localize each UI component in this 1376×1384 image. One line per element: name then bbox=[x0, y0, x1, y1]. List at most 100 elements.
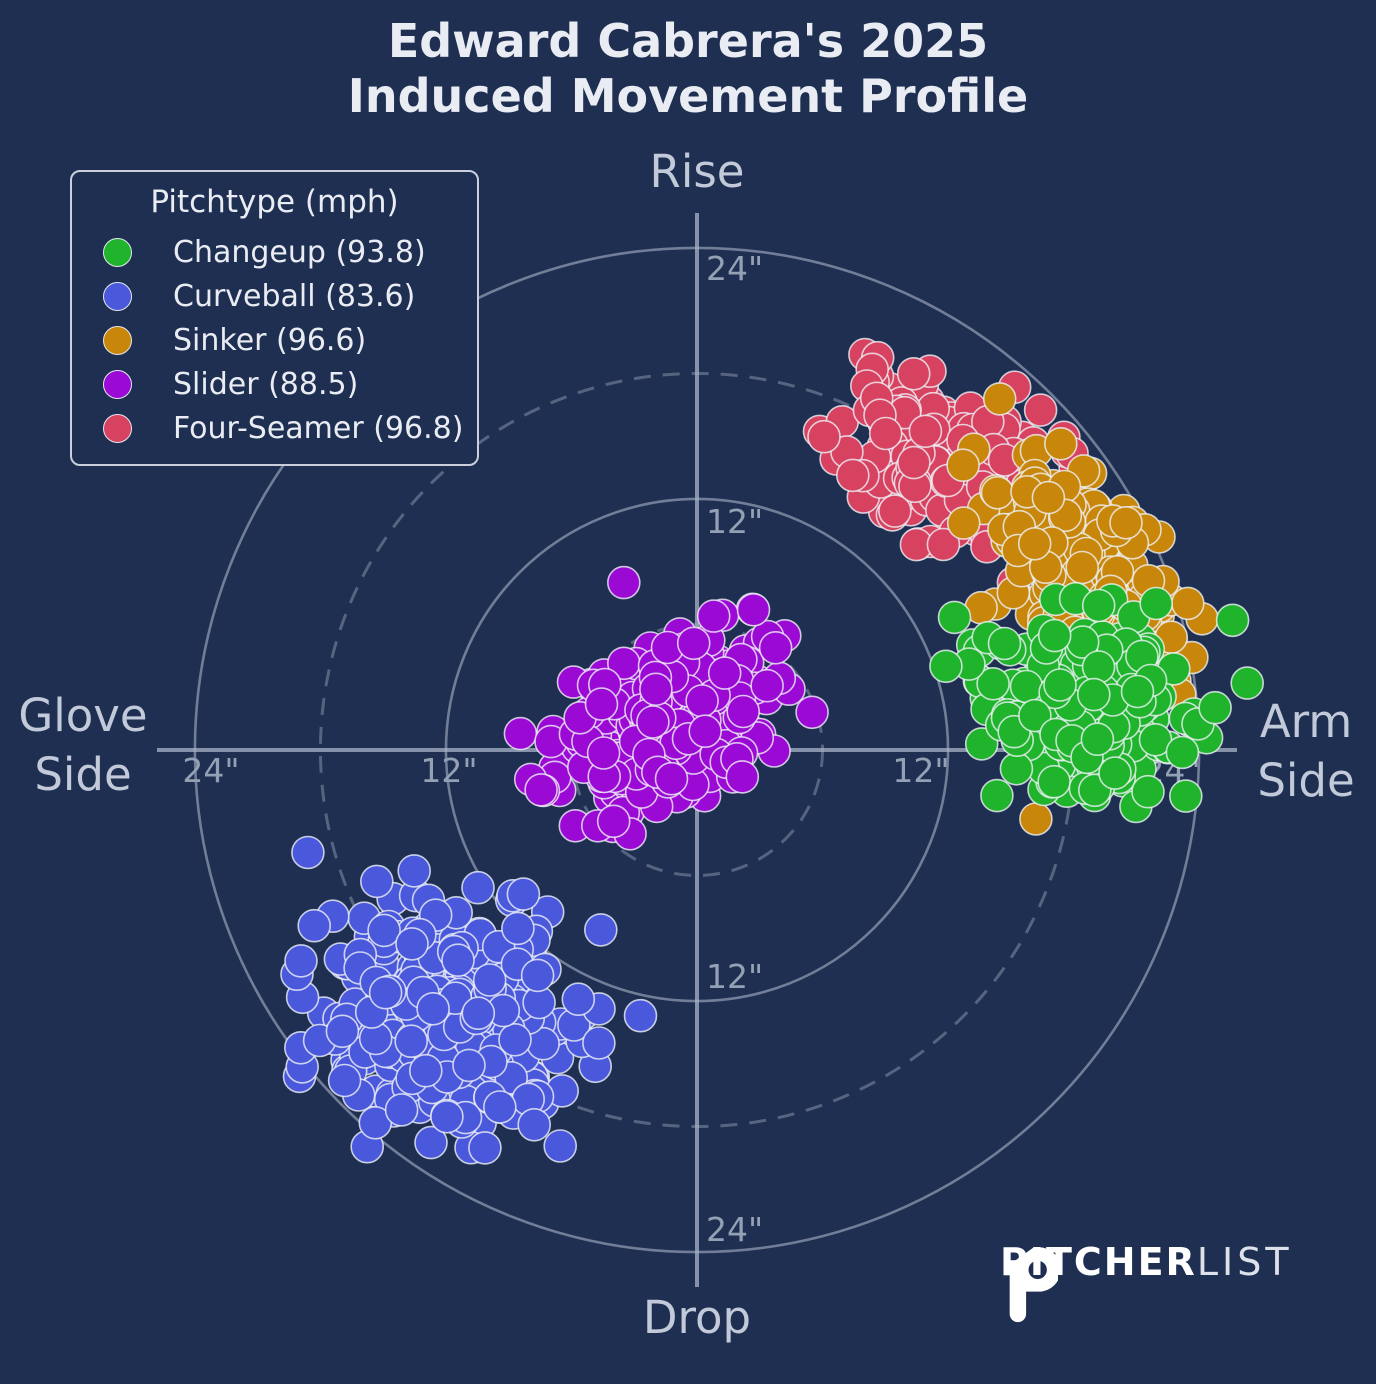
scatter-point bbox=[583, 913, 618, 947]
ring-label-top-12: 12" bbox=[706, 502, 763, 541]
scatter-point bbox=[896, 356, 931, 391]
scatter-point bbox=[696, 599, 731, 633]
scatter-point bbox=[606, 565, 641, 600]
scatter-point bbox=[327, 1063, 362, 1098]
scatter-point bbox=[937, 600, 972, 635]
ring-label-bottom-12: 12" bbox=[706, 957, 763, 996]
scatter-point bbox=[501, 911, 535, 946]
legend-swatch-icon bbox=[103, 281, 132, 311]
scatter-point bbox=[1215, 603, 1250, 638]
scatter-point bbox=[297, 908, 332, 943]
legend-item-label: Curveball (83.6) bbox=[173, 278, 416, 314]
scatter-point bbox=[1019, 802, 1053, 836]
chart-title-line2: Induced Movement Profile bbox=[347, 69, 1029, 124]
scatter-point bbox=[795, 695, 829, 730]
scatter-point bbox=[707, 656, 742, 690]
scatter-point bbox=[982, 382, 1017, 416]
scatter-point bbox=[980, 778, 1014, 813]
scatter-point bbox=[654, 761, 689, 796]
scatter-point bbox=[1043, 668, 1077, 702]
scatter-point bbox=[1017, 526, 1052, 561]
series-curveball bbox=[280, 835, 658, 1165]
ring-label-top-24: 24" bbox=[706, 249, 763, 288]
legend-item: Four-Seamer (96.8) bbox=[72, 406, 477, 450]
scatter-point bbox=[408, 1053, 443, 1088]
scatter-point bbox=[584, 687, 619, 721]
scatter-point bbox=[868, 416, 903, 451]
legend-item-label: Slider (88.5) bbox=[173, 366, 359, 402]
scatter-point bbox=[1009, 669, 1044, 704]
ring-label-left-12: 12" bbox=[420, 751, 477, 790]
scatter-point bbox=[416, 991, 450, 1026]
scatter-point bbox=[517, 1108, 552, 1142]
scatter-point bbox=[452, 1048, 486, 1083]
scatter-point bbox=[1080, 722, 1115, 757]
scatter-point bbox=[1023, 393, 1058, 427]
scatter-point bbox=[636, 705, 670, 739]
ring-label-left-24: 24" bbox=[182, 751, 239, 790]
scatter-point bbox=[543, 1129, 578, 1163]
scatter-point bbox=[1131, 774, 1165, 809]
axis-label-arm-line1: Arm bbox=[1259, 695, 1353, 748]
scatter-point bbox=[926, 527, 961, 562]
pitcherlist-p-icon bbox=[1006, 1247, 1058, 1323]
axis-label-glove-side: Glove Side bbox=[2, 686, 164, 805]
legend-item-label: Sinker (96.6) bbox=[173, 322, 367, 358]
scatter-point bbox=[441, 943, 475, 978]
axis-label-glove-line2: Side bbox=[34, 748, 132, 802]
scatter-point bbox=[472, 963, 507, 997]
scatter-point bbox=[976, 666, 1010, 701]
legend-rows: Changeup (93.8) Curveball (83.6) Sinker (9… bbox=[72, 230, 477, 450]
scatter-point bbox=[1109, 505, 1143, 540]
scatter-point bbox=[395, 927, 429, 961]
axis-label-rise: Rise bbox=[649, 145, 745, 198]
scatter-point bbox=[750, 668, 784, 703]
scatter-point bbox=[1230, 666, 1264, 700]
ring-tick-labels: 24" 12" 12" 24" 24" 12" 12" 24" bbox=[182, 249, 1200, 1249]
scatter-point bbox=[561, 982, 596, 1017]
series-slider bbox=[503, 565, 829, 851]
chart-title: Edward Cabrera's 2025 Induced Movement P… bbox=[0, 14, 1376, 124]
legend-item: Slider (88.5) bbox=[72, 362, 477, 406]
scatter-point bbox=[586, 736, 621, 770]
scatter-point bbox=[623, 998, 658, 1033]
scatter-point bbox=[1065, 550, 1099, 585]
scatter-point bbox=[1044, 426, 1078, 461]
scatter-point bbox=[291, 835, 325, 870]
scatter-point bbox=[946, 448, 980, 483]
scatter-point bbox=[676, 626, 711, 661]
scatter-point bbox=[908, 414, 943, 449]
legend-item: Changeup (93.8) bbox=[72, 230, 477, 274]
scatter-point bbox=[1169, 779, 1203, 813]
scatter-point bbox=[461, 870, 495, 905]
scatter-layer bbox=[280, 337, 1264, 1165]
scatter-point bbox=[1081, 588, 1116, 623]
scatter-point bbox=[999, 751, 1034, 786]
legend-item: Sinker (96.6) bbox=[72, 318, 477, 362]
scatter-point bbox=[482, 1090, 517, 1124]
ring-label-right-12: 12" bbox=[892, 751, 949, 790]
legend-item-label: Four-Seamer (96.8) bbox=[173, 410, 464, 446]
scatter-point bbox=[897, 445, 931, 480]
scatter-point bbox=[1139, 586, 1173, 621]
scatter-point bbox=[946, 506, 981, 540]
legend: Pitchtype (mph) Changeup (93.8) Curveball… bbox=[70, 170, 479, 466]
axis-label-drop: Drop bbox=[642, 1291, 752, 1344]
scatter-point bbox=[1165, 735, 1200, 770]
legend-swatch-icon bbox=[103, 369, 132, 399]
scatter-point bbox=[394, 1024, 429, 1058]
legend-swatch-icon bbox=[103, 237, 132, 267]
legend-swatch-icon bbox=[103, 325, 132, 355]
scatter-point bbox=[520, 958, 555, 993]
scatter-point bbox=[461, 996, 496, 1031]
scatter-point bbox=[980, 475, 1015, 510]
legend-swatch-icon bbox=[103, 413, 132, 443]
scatter-point bbox=[929, 649, 963, 684]
legend-item: Curveball (83.6) bbox=[72, 274, 477, 318]
scatter-point bbox=[807, 419, 841, 454]
scatter-point bbox=[688, 714, 723, 749]
scatter-point bbox=[430, 1100, 464, 1134]
scatter-point bbox=[414, 1125, 448, 1160]
scatter-point bbox=[725, 760, 760, 794]
